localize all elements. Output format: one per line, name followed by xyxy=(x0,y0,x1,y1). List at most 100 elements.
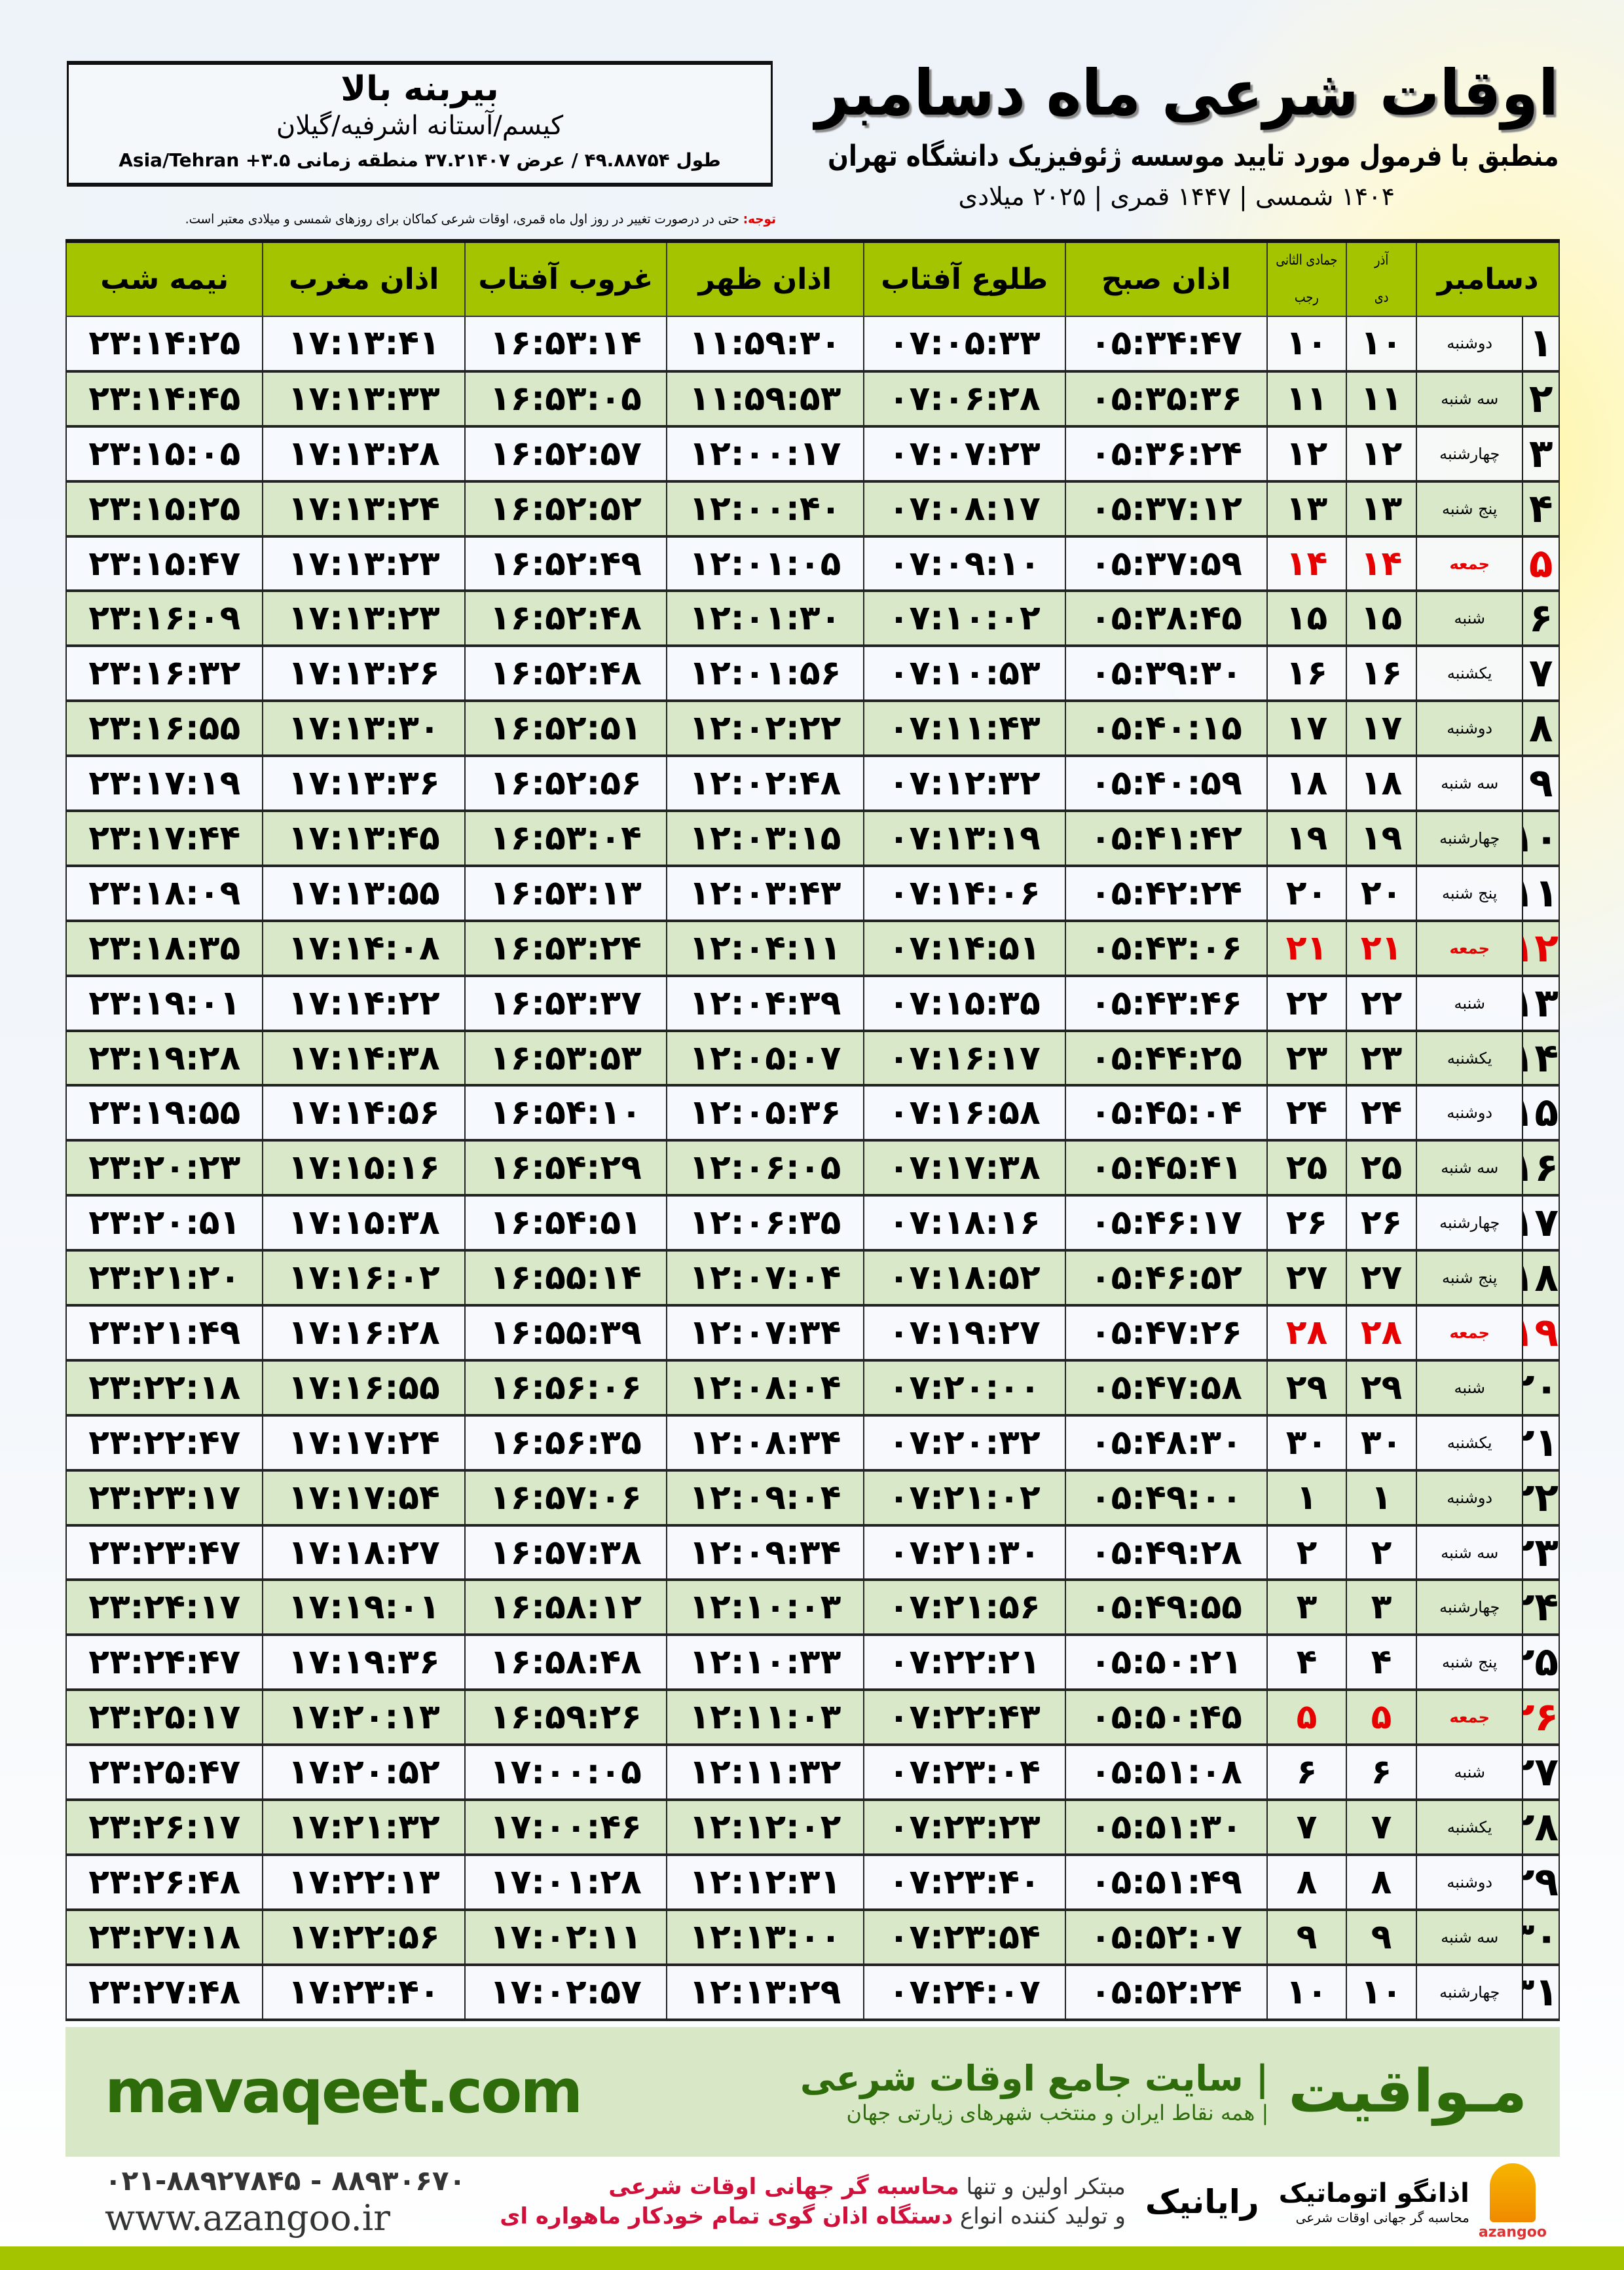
year-line: ۱۴۰۴ شمسی | ۱۴۴۷ قمری | ۲۰۲۵ میلادی xyxy=(958,182,1395,211)
lunar-day: ۳۰ xyxy=(1266,1414,1347,1472)
solar-day: ۱۷ xyxy=(1345,700,1418,758)
fajr-time: ۰۵:۴۹:۰۰ xyxy=(1064,1469,1268,1527)
maghrib-time: ۱۷:۲۰:۱۳ xyxy=(262,1689,466,1747)
dhuhr-time: ۱۲:۱۰:۰۳ xyxy=(665,1579,864,1637)
header-sunset: غروب آفتاب xyxy=(464,239,667,317)
table-row: ۳۱چهارشنبه۱۰۱۰۰۵:۵۲:۲۴۰۷:۲۴:۰۷۱۲:۱۳:۲۹۱۷… xyxy=(65,1963,1560,2021)
bottom-bar xyxy=(0,2246,1624,2270)
header-solar: آذر دی xyxy=(1345,239,1418,317)
header-row: دسامبر آذر دی جمادی الثانی رجب اذان صبح طل… xyxy=(65,239,1560,317)
lunar-day: ۸ xyxy=(1266,1853,1347,1911)
sunset-time: ۱۷:۰۰:۰۵ xyxy=(464,1744,667,1802)
note: توجه: حتی در درصورت تغییر در روز اول ماه… xyxy=(122,211,776,227)
day-number: ۲۹ xyxy=(1522,1853,1560,1911)
weekday: دوشنبه xyxy=(1416,1085,1524,1142)
sunrise-time: ۰۷:۱۰:۵۳ xyxy=(862,645,1066,703)
maghrib-time: ۱۷:۱۸:۲۷ xyxy=(262,1524,466,1582)
midnight-time: ۲۳:۲۵:۴۷ xyxy=(65,1744,264,1802)
solar-day: ۱ xyxy=(1345,1469,1418,1527)
contact-info: ۰۲۱-۸۸۹۲۷۸۴۵ - ۸۸۹۳۰۶۷۰ www.azangoo.ir xyxy=(105,2166,466,2238)
midnight-time: ۲۳:۱۵:۴۷ xyxy=(65,535,264,593)
maghrib-time: ۱۷:۱۳:۴۵ xyxy=(262,810,466,867)
weekday: جمعه xyxy=(1416,535,1524,593)
azangoo-name: اذانگو اتوماتیک xyxy=(1278,2178,1469,2208)
weekday: سه شنبه xyxy=(1416,1908,1524,1966)
sunset-time: ۱۶:۵۳:۰۴ xyxy=(464,810,667,867)
day-number: ۱۲ xyxy=(1522,920,1560,977)
dhuhr-time: ۱۲:۰۶:۰۵ xyxy=(665,1140,864,1197)
table-row: ۷ یکشنبه ۱۶ ۱۶ ۰۵:۳۹:۳۰ ۰۷:۱۰:۵۳ ۱۲:۰۱:۵۶ ۱۶:۵۲… xyxy=(65,645,1560,703)
promo-text: مبتکر اولین و تنها محاسبه گر جهانی اوقات… xyxy=(485,2174,1126,2229)
weekday: پنج شنبه xyxy=(1416,1250,1524,1307)
sunrise-time: ۰۷:۱۵:۳۵ xyxy=(862,975,1066,1032)
solar-day: ۴ xyxy=(1345,1634,1418,1692)
lunar-day: ۲۰ xyxy=(1266,865,1347,922)
solar-day: ۲۳ xyxy=(1345,1030,1418,1087)
fajr-time: ۰۵:۴۳:۴۶ xyxy=(1064,975,1268,1032)
fajr-time: ۰۵:۴۵:۴۱ xyxy=(1064,1140,1268,1197)
weekday: یکشنبه xyxy=(1416,1799,1524,1856)
sunset-time: ۱۷:۰۲:۵۷ xyxy=(464,1963,667,2021)
sunrise-time: ۰۷:۱۸:۵۲ xyxy=(862,1250,1066,1307)
maghrib-time: ۱۷:۱۴:۲۲ xyxy=(262,975,466,1032)
dhuhr-time: ۱۲:۱۳:۰۰ xyxy=(665,1908,864,1966)
maghrib-time: ۱۷:۱۵:۳۸ xyxy=(262,1195,466,1252)
brand-group: مـواقیت | سایت جامع اوقات شرعی | همه نقا… xyxy=(800,2058,1527,2125)
solar-day: ۵ xyxy=(1345,1689,1418,1747)
table-row: ۲۴چهارشنبه۳۳۰۵:۴۹:۵۵۰۷:۲۱:۵۶۱۲:۱۰:۰۳۱۶:۵… xyxy=(65,1579,1560,1637)
sunrise-time: ۰۷:۱۱:۴۳ xyxy=(862,700,1066,758)
azangoo-website[interactable]: www.azangoo.ir xyxy=(105,2197,390,2239)
solar-day: ۱۴ xyxy=(1345,535,1418,593)
prayer-times-table: دسامبر آذر دی جمادی الثانی رجب اذان صبح طل… xyxy=(65,239,1560,2021)
lunar-day: ۱۸ xyxy=(1266,755,1347,813)
maghrib-time: ۱۷:۲۰:۵۲ xyxy=(262,1744,466,1802)
dhuhr-time: ۱۲:۰۸:۳۴ xyxy=(665,1414,864,1472)
header-sunrise: طلوع آفتاب xyxy=(862,239,1066,317)
dhuhr-time: ۱۲:۱۳:۲۹ xyxy=(665,1963,864,2021)
fajr-time: ۰۵:۴۷:۲۶ xyxy=(1064,1305,1268,1362)
sunset-time: ۱۶:۵۳:۱۴ xyxy=(464,316,667,373)
lunar-day: ۱۰ xyxy=(1266,316,1347,373)
day-number: ۱ xyxy=(1522,316,1560,373)
day-number: ۲۷ xyxy=(1522,1744,1560,1802)
solar-day: ۲۷ xyxy=(1345,1250,1418,1307)
solar-day: ۱۳ xyxy=(1345,480,1418,538)
midnight-time: ۲۳:۲۶:۱۷ xyxy=(65,1799,264,1856)
sunset-time: ۱۶:۵۲:۴۸ xyxy=(464,645,667,703)
fajr-time: ۰۵:۴۸:۳۰ xyxy=(1064,1414,1268,1472)
sunset-time: ۱۶:۵۷:۰۶ xyxy=(464,1469,667,1527)
solar-day: ۳۰ xyxy=(1345,1414,1418,1472)
day-number: ۴ xyxy=(1522,480,1560,538)
fajr-time: ۰۵:۴۰:۱۵ xyxy=(1064,700,1268,758)
day-number: ۹ xyxy=(1522,755,1560,813)
table-row: ۲۵پنج شنبه۴۴۰۵:۵۰:۲۱۰۷:۲۲:۲۱۱۲:۱۰:۳۳۱۶:۵… xyxy=(65,1634,1560,1692)
weekday: شنبه xyxy=(1416,590,1524,648)
weekday: دوشنبه xyxy=(1416,700,1524,758)
maghrib-time: ۱۷:۲۱:۳۲ xyxy=(262,1799,466,1856)
table-row: ۲۰شنبه۲۹۲۹۰۵:۴۷:۵۸۰۷:۲۰:۰۰۱۲:۰۸:۰۴۱۶:۵۶:… xyxy=(65,1359,1560,1417)
sunset-time: ۱۶:۵۳:۵۳ xyxy=(464,1030,667,1087)
solar-day: ۲ xyxy=(1345,1524,1418,1582)
lunar-day: ۱۴ xyxy=(1266,535,1347,593)
day-number: ۲۲ xyxy=(1522,1469,1560,1527)
location-name: بیربنه بالا xyxy=(341,69,499,109)
site-url-link[interactable]: mavaqeet.com xyxy=(105,2056,583,2127)
dhuhr-time: ۱۲:۰۵:۳۶ xyxy=(665,1085,864,1142)
dhuhr-time: ۱۲:۰۳:۴۳ xyxy=(665,865,864,922)
day-number: ۲۵ xyxy=(1522,1634,1560,1692)
maghrib-time: ۱۷:۱۳:۲۶ xyxy=(262,645,466,703)
lunar-day: ۲۱ xyxy=(1266,920,1347,977)
solar-day: ۲۱ xyxy=(1345,920,1418,977)
azangoo-group: اذانگو اتوماتیک محاسبه گر جهانی اوقات شرع… xyxy=(1279,2163,1547,2241)
sunset-time: ۱۷:۰۰:۴۶ xyxy=(464,1799,667,1856)
maghrib-time: ۱۷:۱۹:۰۱ xyxy=(262,1579,466,1637)
day-number: ۱۴ xyxy=(1522,1030,1560,1087)
sunrise-time: ۰۷:۲۰:۰۰ xyxy=(862,1359,1066,1417)
brand-text: | سایت جامع اوقات شرعی | همه نقاط ایران … xyxy=(800,2058,1268,2125)
weekday: سه شنبه xyxy=(1416,1140,1524,1197)
maghrib-time: ۱۷:۲۲:۵۶ xyxy=(262,1908,466,1966)
footer-banner: mavaqeet.com مـواقیت | سایت جامع اوقات ش… xyxy=(65,2027,1560,2157)
weekday: دوشنبه xyxy=(1416,1469,1524,1527)
maghrib-time: ۱۷:۱۳:۴۱ xyxy=(262,316,466,373)
